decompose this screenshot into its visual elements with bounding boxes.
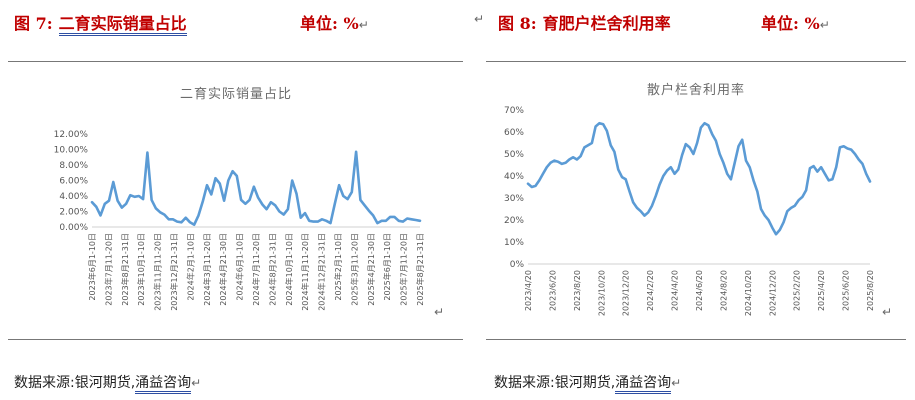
x-tick-label: 2025年7月11-20日 xyxy=(399,233,409,306)
figure-source: 数据来源:银河期货,涌益咨询↵ xyxy=(494,372,682,394)
y-tick-label: 50% xyxy=(504,150,524,160)
y-tick-label: 30% xyxy=(504,194,524,204)
x-tick-label: 2025年8月21-31日 xyxy=(415,233,425,306)
x-tick-label: 2024/2/20 xyxy=(646,270,655,311)
y-tick-label: 12.00% xyxy=(54,130,89,140)
chart-retail-farmer-pen-utilization: 散户栏舍利用率 0% 10% 20% 30% 40% 50% 60% 70% 2023/4/2… xyxy=(504,82,875,316)
y-axis-ticks: 0% 10% 20% 30% 40% 50% 60% 70% xyxy=(504,106,524,270)
x-tick-label: 2024年8月21-31日 xyxy=(267,233,277,306)
y-tick-label: 20% xyxy=(504,216,524,226)
y-tick-label: 2.00% xyxy=(59,208,88,218)
x-tick-label: 2024年6月1-10日 xyxy=(235,233,245,301)
return-mark-icon: ↵ xyxy=(882,305,893,319)
source-link: 涌益咨询 xyxy=(135,375,192,394)
figure-number: 图 7: xyxy=(14,14,53,33)
y-tick-label: 0% xyxy=(510,260,525,270)
y-tick-label: 8.00% xyxy=(59,161,88,171)
x-tick-label: 2024/10/20 xyxy=(744,270,753,316)
x-tick-label: 2023年6月1-10日 xyxy=(87,233,97,301)
chart-title: 散户栏舍利用率 xyxy=(647,82,745,98)
figure-panel-left: 图 7: 二育实际销量占比 单位: %↵ 二育实际销量占比 0.00% 2.00% 4… xyxy=(8,10,463,394)
figure-heading: 图 8: 育肥户栏舍利用率 单位: %↵ xyxy=(498,10,908,34)
x-tick-label: 2024年11月11-20日 xyxy=(300,233,310,311)
series-line xyxy=(526,121,872,236)
x-tick-label: 2024/12/20 xyxy=(768,270,777,316)
y-tick-label: 10% xyxy=(504,238,524,248)
y-axis-ticks: 0.00% 2.00% 4.00% 6.00% 8.00% 10.00% 12.00% xyxy=(54,130,89,233)
figure-top-rule xyxy=(486,61,906,62)
chart-title: 二育实际销量占比 xyxy=(180,86,292,102)
x-tick-label: 2023/12/20 xyxy=(622,270,631,316)
x-tick-label: 2023/8/20 xyxy=(573,270,582,311)
x-tick-label: 2024年12月21-31日 xyxy=(317,233,327,311)
y-tick-label: 0.00% xyxy=(59,223,88,233)
figure-heading: 图 7: 二育实际销量占比 单位: %↵ xyxy=(14,10,454,36)
series-line xyxy=(90,150,422,226)
y-tick-label: 60% xyxy=(504,128,524,138)
return-mark-icon: ↵ xyxy=(191,376,202,390)
x-tick-label: 2025/8/20 xyxy=(866,270,875,311)
return-mark-icon: ↵ xyxy=(434,305,445,319)
x-tick-label: 2023年10月1-10日 xyxy=(136,233,146,306)
x-axis-ticks: 2023/4/20 2023/6/20 2023/8/20 2023/10/20 202… xyxy=(524,270,875,316)
return-mark-icon: ↵ xyxy=(474,12,485,26)
x-tick-label: 2023年8月21-31日 xyxy=(120,233,130,306)
y-tick-label: 6.00% xyxy=(59,177,88,187)
x-tick-label: 2025/4/20 xyxy=(817,270,826,311)
return-mark-icon: ↵ xyxy=(358,18,369,32)
figure-bottom-rule xyxy=(8,339,463,340)
x-tick-label: 2025年6月1-10日 xyxy=(382,233,392,301)
figure-bottom-rule xyxy=(486,339,906,340)
y-tick-label: 70% xyxy=(504,106,524,116)
x-tick-label: 2024年2月1-10日 xyxy=(185,233,195,301)
x-tick-label: 2025年4月21-30日 xyxy=(366,233,376,306)
figure-source: 数据来源:银河期货,涌益咨询↵ xyxy=(14,372,202,394)
x-tick-label: 2024年7月11-20日 xyxy=(251,233,261,306)
x-tick-label: 2025/6/20 xyxy=(842,270,851,311)
source-prefix: 数据来源:银河期货, xyxy=(494,375,616,391)
figure-unit-text: 单位: % xyxy=(761,14,820,33)
x-tick-label: 2024/4/20 xyxy=(671,270,680,311)
return-mark-icon: ↵ xyxy=(819,18,830,32)
y-tick-label: 4.00% xyxy=(59,192,88,202)
chart-share-of-secondary-fattening-sales: 二育实际销量占比 0.00% 2.00% 4.00% 6.00% 8.00% 10.00%… xyxy=(54,86,425,311)
source-link: 涌益咨询 xyxy=(615,375,672,394)
figure-unit: 单位: %↵ xyxy=(761,10,830,34)
x-tick-label: 2023年11月11-20日 xyxy=(153,233,163,311)
figure-panel-right: ↵ 图 8: 育肥户栏舍利用率 单位: %↵ 散户栏舍利用率 0% 10% 20% 30… xyxy=(474,0,915,400)
figure-number: 图 8: xyxy=(498,14,537,33)
x-tick-label: 2025年3月11-20日 xyxy=(349,233,359,306)
figure-unit-text: 单位: % xyxy=(300,14,359,33)
x-tick-label: 2025/2/20 xyxy=(793,270,802,311)
x-tick-label: 2025年2月1-10日 xyxy=(333,233,343,301)
x-tick-label: 2023年7月11-20日 xyxy=(103,233,113,306)
y-tick-label: 10.00% xyxy=(54,146,89,156)
x-axis-ticks: 2023年6月1-10日 2023年7月11-20日 2023年8月21-31日 20… xyxy=(87,233,425,311)
x-tick-label: 2024年3月11-20日 xyxy=(202,233,212,306)
x-tick-label: 2023/6/20 xyxy=(548,270,557,311)
x-tick-label: 2024/8/20 xyxy=(719,270,728,311)
return-mark-icon: ↵ xyxy=(671,376,682,390)
source-prefix: 数据来源:银河期货, xyxy=(14,375,136,391)
x-tick-label: 2024年10月1-10日 xyxy=(284,233,294,306)
figure-top-rule xyxy=(8,61,463,62)
figure-title: 育肥户栏舍利用率 xyxy=(542,14,671,33)
x-tick-label: 2024/6/20 xyxy=(695,270,704,311)
figure-title: 二育实际销量占比 xyxy=(58,14,187,36)
x-tick-label: 2023/10/20 xyxy=(597,270,606,316)
x-tick-label: 2023/4/20 xyxy=(524,270,533,311)
x-tick-label: 2023年12月21-31日 xyxy=(169,233,179,311)
y-tick-label: 40% xyxy=(504,172,524,182)
x-tick-label: 2024年4月21-30日 xyxy=(218,233,228,306)
figure-unit: 单位: %↵ xyxy=(300,10,369,34)
